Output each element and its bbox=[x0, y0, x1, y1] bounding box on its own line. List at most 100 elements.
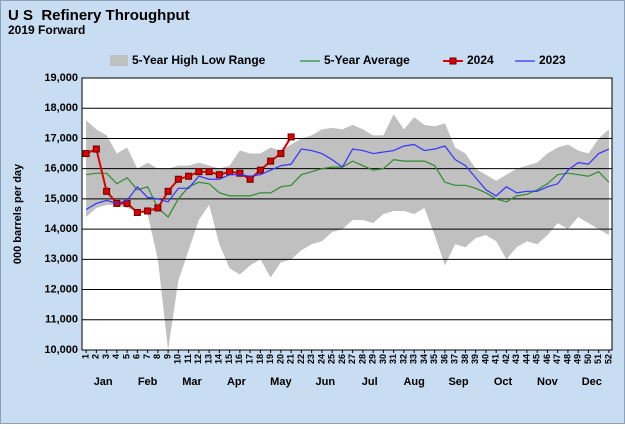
y-tick-label: 14,000 bbox=[44, 223, 78, 235]
x-tick-label: 14 bbox=[214, 354, 224, 364]
month-label: May bbox=[270, 376, 292, 388]
x-tick-label: 11 bbox=[183, 354, 193, 364]
point-marker bbox=[103, 187, 111, 195]
x-tick-label: 44 bbox=[521, 354, 531, 364]
legend-label: 2023 bbox=[539, 53, 566, 67]
x-tick-label: 6 bbox=[132, 354, 142, 359]
point-marker bbox=[246, 175, 254, 183]
x-tick-label: 24 bbox=[316, 354, 326, 364]
point-marker bbox=[154, 204, 162, 212]
x-tick-label: 12 bbox=[193, 354, 203, 364]
month-label: Mar bbox=[182, 376, 202, 388]
legend-label: 5-Year High Low Range bbox=[132, 53, 266, 67]
x-tick-label: 13 bbox=[203, 354, 213, 364]
series-line bbox=[85, 143, 610, 210]
x-tick-label: 9 bbox=[162, 354, 172, 359]
x-tick-label: 3 bbox=[101, 354, 111, 359]
month-label: Dec bbox=[582, 376, 602, 388]
x-tick-label: 15 bbox=[224, 354, 234, 364]
chart-subtitle: 2019 Forward bbox=[8, 23, 85, 37]
point-marker bbox=[256, 166, 264, 174]
y-tick-label: 13,000 bbox=[44, 253, 78, 265]
point-marker bbox=[92, 145, 100, 153]
legend-swatch bbox=[449, 57, 457, 65]
x-tick-label: 35 bbox=[429, 354, 439, 364]
x-tick-label: 39 bbox=[470, 354, 480, 364]
x-tick-label: 7 bbox=[142, 354, 152, 359]
x-tick-label: 38 bbox=[460, 354, 470, 364]
x-tick-label: 34 bbox=[419, 354, 429, 364]
x-tick-label: 28 bbox=[357, 354, 367, 364]
x-tick-label: 27 bbox=[347, 354, 357, 364]
y-tick-label: 10,000 bbox=[44, 344, 78, 356]
month-label: Jan bbox=[94, 376, 113, 388]
month-label: Jun bbox=[316, 376, 336, 388]
legend-label: 2024 bbox=[467, 53, 494, 67]
point-marker bbox=[144, 207, 152, 215]
y-tick-label: 19,000 bbox=[44, 72, 78, 84]
month-label: Sep bbox=[448, 376, 468, 388]
x-tick-label: 40 bbox=[480, 354, 490, 364]
x-tick-label: 17 bbox=[244, 354, 254, 364]
x-tick-label: 20 bbox=[275, 354, 285, 364]
x-tick-label: 50 bbox=[583, 354, 593, 364]
x-tick-label: 22 bbox=[296, 354, 306, 364]
x-tick-label: 43 bbox=[511, 354, 521, 364]
month-label: Oct bbox=[494, 376, 513, 388]
chart-title: U S Refinery Throughput bbox=[8, 7, 190, 24]
x-tick-label: 30 bbox=[378, 354, 388, 364]
x-tick-label: 52 bbox=[603, 354, 613, 364]
point-marker bbox=[195, 168, 203, 176]
point-marker bbox=[82, 150, 90, 158]
x-tick-label: 46 bbox=[542, 354, 552, 364]
x-tick-label: 19 bbox=[265, 354, 275, 364]
x-tick-label: 48 bbox=[562, 354, 572, 364]
x-tick-label: 8 bbox=[152, 354, 162, 359]
x-tick-label: 36 bbox=[439, 354, 449, 364]
point-marker bbox=[215, 171, 223, 179]
y-tick-label: 17,000 bbox=[44, 132, 78, 144]
x-tick-label: 47 bbox=[552, 354, 562, 364]
x-tick-label: 31 bbox=[388, 354, 398, 364]
series-line bbox=[86, 158, 610, 218]
x-tick-label: 33 bbox=[409, 354, 419, 364]
x-tick-label: 4 bbox=[111, 354, 121, 359]
point-marker bbox=[205, 168, 213, 176]
point-marker bbox=[185, 172, 193, 180]
x-tick-label: 41 bbox=[491, 354, 501, 364]
y-tick-label: 12,000 bbox=[44, 283, 78, 295]
month-label: Nov bbox=[537, 376, 559, 388]
legend-swatch bbox=[110, 55, 128, 66]
point-marker bbox=[164, 187, 172, 195]
month-label: Feb bbox=[138, 376, 158, 388]
month-label: Apr bbox=[227, 376, 247, 388]
x-tick-label: 5 bbox=[121, 354, 131, 359]
legend-label: 5-Year Average bbox=[324, 53, 410, 67]
plot-border bbox=[81, 77, 613, 351]
x-tick-label: 23 bbox=[306, 354, 316, 364]
x-tick-label: 2 bbox=[91, 354, 101, 359]
x-tick-label: 21 bbox=[286, 354, 296, 364]
x-tick-label: 10 bbox=[173, 354, 183, 364]
point-marker bbox=[236, 169, 244, 177]
x-tick-label: 1 bbox=[80, 354, 90, 359]
x-tick-label: 42 bbox=[501, 354, 511, 364]
point-marker bbox=[226, 168, 234, 176]
month-label: Aug bbox=[403, 376, 424, 388]
y-tick-label: 18,000 bbox=[44, 102, 78, 114]
x-tick-label: 25 bbox=[327, 354, 337, 364]
y-axis-label: 000 barrels per day bbox=[12, 163, 24, 264]
x-tick-label: 45 bbox=[532, 354, 542, 364]
x-tick-label: 49 bbox=[573, 354, 583, 364]
x-tick-label: 37 bbox=[450, 354, 460, 364]
point-marker bbox=[267, 157, 275, 165]
x-tick-label: 29 bbox=[368, 354, 378, 364]
point-marker bbox=[174, 175, 182, 183]
x-tick-label: 16 bbox=[234, 354, 244, 364]
y-tick-label: 11,000 bbox=[45, 314, 78, 326]
point-marker bbox=[133, 208, 141, 216]
x-tick-label: 26 bbox=[337, 354, 347, 364]
point-marker bbox=[277, 150, 285, 158]
point-marker bbox=[287, 133, 295, 141]
